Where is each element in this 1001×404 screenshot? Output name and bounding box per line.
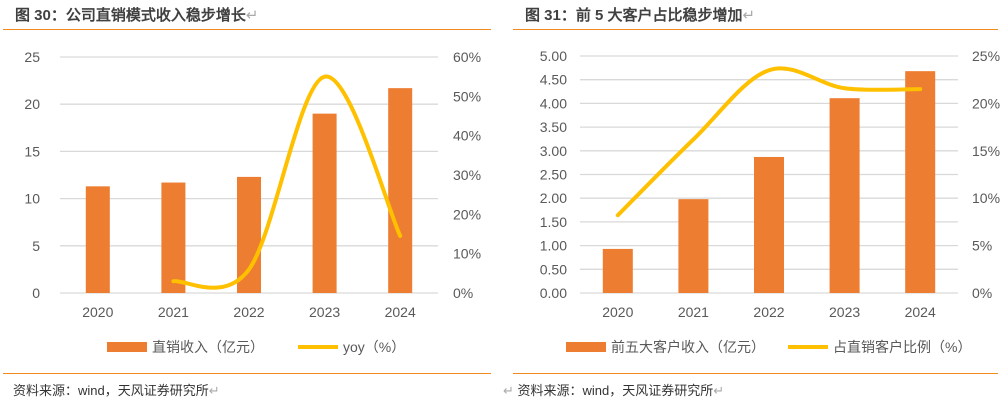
y-tick-label: 3.50: [540, 119, 567, 135]
left-chart-title: 图 30：公司直销模式收入稳步增长↵: [15, 7, 259, 24]
right-top-rule: [513, 29, 998, 30]
bar-2023: [312, 113, 337, 293]
bar-2022: [754, 156, 784, 293]
y-tick-label: 15: [24, 143, 40, 159]
y2-tick-label: 25%: [972, 48, 1000, 64]
x-tick-label: 2023: [829, 304, 860, 320]
y2-tick-label: 60%: [453, 49, 481, 65]
y-tick-label: 2.50: [540, 167, 567, 183]
bar-2020: [85, 186, 110, 293]
right-source: ↵ 资料来源：wind，天风证券研究所↵: [503, 383, 725, 398]
left-bottom-rule: [3, 373, 491, 374]
x-tick-label: 2021: [678, 304, 709, 320]
x-tick-label: 2024: [905, 304, 936, 320]
x-tick-label: 2023: [309, 304, 340, 320]
x-tick-label: 2022: [233, 304, 264, 320]
y-tick-label: 4.50: [540, 72, 567, 88]
left-top-rule: [3, 29, 491, 30]
legend-label: 直销收入（亿元）: [152, 339, 264, 355]
legend-bar-swatch: [566, 342, 606, 352]
x-tick-label: 2022: [753, 304, 784, 320]
y-tick-label: 1.50: [540, 214, 567, 230]
line-series: [615, 66, 923, 218]
y-tick-label: 0: [32, 285, 40, 301]
y-tick-label: 10: [24, 191, 40, 207]
y-tick-label: 0.50: [540, 261, 567, 277]
x-tick-label: 2020: [602, 304, 633, 320]
y-tick-label: 3.00: [540, 143, 567, 159]
x-tick-label: 2024: [385, 304, 416, 320]
legend-label: 占直销客户比例（%）: [833, 339, 971, 355]
legend-bar-swatch: [107, 342, 147, 352]
y-tick-label: 25: [24, 49, 40, 65]
y2-tick-label: 10%: [972, 190, 1000, 206]
y2-tick-label: 0%: [972, 285, 992, 301]
y2-tick-label: 5%: [972, 238, 992, 254]
line-series: [171, 74, 403, 290]
x-tick-label: 2020: [82, 304, 113, 320]
bar-2021: [678, 199, 709, 293]
x-tick-label: 2021: [158, 304, 189, 320]
bar-2023: [829, 98, 860, 293]
y-tick-label: 0.00: [540, 285, 567, 301]
right-bottom-rule: [513, 373, 998, 374]
left-source: 资料来源：wind，天风证券研究所↵: [13, 383, 220, 398]
y-tick-label: 20: [24, 96, 40, 112]
bar-2022: [237, 176, 261, 293]
y2-tick-label: 0%: [453, 285, 473, 301]
y2-tick-label: 20%: [453, 206, 481, 222]
y-tick-label: 5: [32, 238, 40, 254]
bar-2020: [602, 248, 633, 293]
legend-label: 前五大客户收入（亿元）: [611, 339, 765, 355]
legend-label: yoy（%）: [343, 339, 405, 355]
y2-tick-label: 40%: [453, 128, 481, 144]
y-tick-label: 4.00: [540, 95, 567, 111]
bar-2024: [905, 71, 936, 293]
y2-tick-label: 50%: [453, 88, 481, 104]
y-tick-label: 1.00: [540, 238, 567, 254]
y2-tick-label: 15%: [972, 143, 1000, 159]
bar-2024: [388, 88, 413, 293]
bar-2021: [161, 182, 186, 293]
y-tick-label: 2.00: [540, 190, 567, 206]
y-tick-label: 5.00: [540, 48, 567, 64]
y2-tick-label: 30%: [453, 167, 481, 183]
right-chart-title: 图 31：前 5 大客户占比稳步增加↵: [525, 7, 756, 24]
y2-tick-label: 20%: [972, 95, 1000, 111]
y2-tick-label: 10%: [453, 246, 481, 262]
